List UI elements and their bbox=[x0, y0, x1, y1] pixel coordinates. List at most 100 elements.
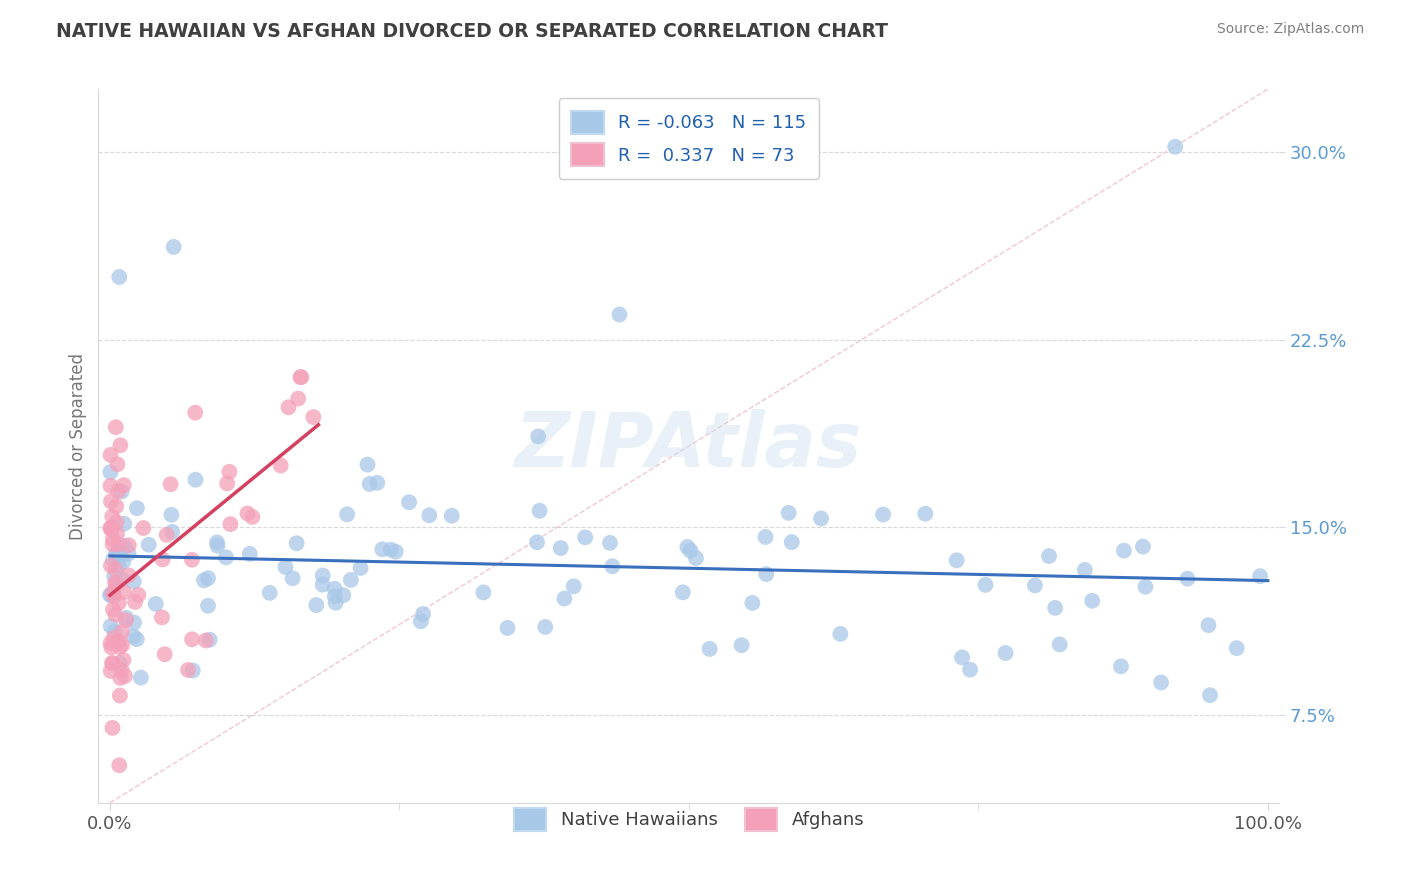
Point bbox=[398, 495, 420, 509]
Point bbox=[945, 553, 967, 567]
Point bbox=[105, 515, 128, 529]
Point bbox=[194, 633, 217, 648]
Point bbox=[100, 448, 122, 462]
Point bbox=[159, 477, 181, 491]
Point bbox=[349, 561, 371, 575]
Point bbox=[181, 632, 204, 647]
Point bbox=[553, 591, 575, 606]
Point bbox=[239, 547, 262, 561]
Point bbox=[104, 575, 127, 590]
Point bbox=[1049, 637, 1071, 651]
Point bbox=[111, 638, 134, 652]
Point bbox=[150, 610, 173, 624]
Point bbox=[754, 530, 776, 544]
Point bbox=[1043, 601, 1066, 615]
Point bbox=[323, 582, 346, 596]
Point bbox=[562, 579, 585, 593]
Point bbox=[281, 571, 304, 585]
Point bbox=[218, 465, 240, 479]
Point bbox=[108, 656, 131, 670]
Point bbox=[125, 501, 148, 516]
Point bbox=[1199, 688, 1222, 702]
Point bbox=[112, 516, 135, 531]
Point bbox=[118, 538, 141, 552]
Point bbox=[730, 638, 752, 652]
Point bbox=[100, 588, 122, 602]
Point bbox=[219, 517, 242, 532]
Point bbox=[160, 508, 183, 522]
Point bbox=[207, 539, 229, 553]
Point bbox=[325, 596, 347, 610]
Point bbox=[574, 530, 596, 544]
Point bbox=[108, 270, 131, 285]
Point bbox=[277, 401, 299, 415]
Point bbox=[1150, 675, 1173, 690]
Point bbox=[356, 458, 378, 472]
Point bbox=[259, 586, 281, 600]
Point bbox=[107, 558, 129, 573]
Point bbox=[741, 596, 763, 610]
Point bbox=[1198, 618, 1220, 632]
Point bbox=[366, 475, 388, 490]
Point bbox=[685, 551, 707, 566]
Point bbox=[184, 406, 207, 420]
Point bbox=[1135, 580, 1157, 594]
Point bbox=[215, 550, 238, 565]
Point bbox=[108, 640, 131, 654]
Point bbox=[384, 544, 406, 558]
Point bbox=[529, 504, 551, 518]
Point bbox=[1177, 572, 1199, 586]
Point bbox=[108, 758, 131, 772]
Point bbox=[994, 646, 1017, 660]
Point bbox=[287, 392, 309, 406]
Point bbox=[115, 611, 138, 625]
Point bbox=[236, 507, 259, 521]
Point bbox=[112, 555, 135, 569]
Point bbox=[101, 585, 124, 599]
Point bbox=[305, 598, 328, 612]
Point bbox=[181, 553, 204, 567]
Point bbox=[101, 537, 124, 551]
Point bbox=[1132, 540, 1154, 554]
Point bbox=[100, 636, 122, 650]
Point bbox=[105, 500, 128, 514]
Point bbox=[290, 370, 312, 384]
Point bbox=[1074, 563, 1097, 577]
Point bbox=[101, 656, 124, 670]
Point bbox=[103, 589, 125, 603]
Point bbox=[100, 465, 122, 479]
Point bbox=[110, 484, 132, 499]
Point bbox=[98, 588, 121, 602]
Point bbox=[107, 483, 129, 498]
Point bbox=[114, 669, 136, 683]
Point bbox=[311, 577, 333, 591]
Point bbox=[205, 535, 228, 549]
Point bbox=[1024, 578, 1046, 592]
Point bbox=[103, 569, 125, 583]
Point bbox=[110, 548, 132, 562]
Point bbox=[101, 721, 124, 735]
Point bbox=[409, 615, 432, 629]
Point bbox=[101, 533, 124, 547]
Point bbox=[950, 650, 973, 665]
Point bbox=[1081, 594, 1104, 608]
Legend: Native Hawaiians, Afghans: Native Hawaiians, Afghans bbox=[501, 796, 877, 844]
Point bbox=[181, 664, 204, 678]
Point bbox=[108, 596, 131, 610]
Point bbox=[830, 627, 852, 641]
Point bbox=[496, 621, 519, 635]
Point bbox=[472, 585, 495, 599]
Point bbox=[100, 664, 122, 678]
Point bbox=[104, 577, 127, 591]
Point bbox=[755, 567, 778, 582]
Point bbox=[778, 506, 800, 520]
Point bbox=[129, 671, 152, 685]
Text: ZIPAtlas: ZIPAtlas bbox=[515, 409, 863, 483]
Point bbox=[124, 595, 146, 609]
Point bbox=[101, 657, 124, 671]
Point bbox=[100, 479, 122, 493]
Point bbox=[285, 536, 308, 550]
Point bbox=[609, 308, 631, 322]
Point bbox=[418, 508, 440, 523]
Point bbox=[1164, 140, 1187, 154]
